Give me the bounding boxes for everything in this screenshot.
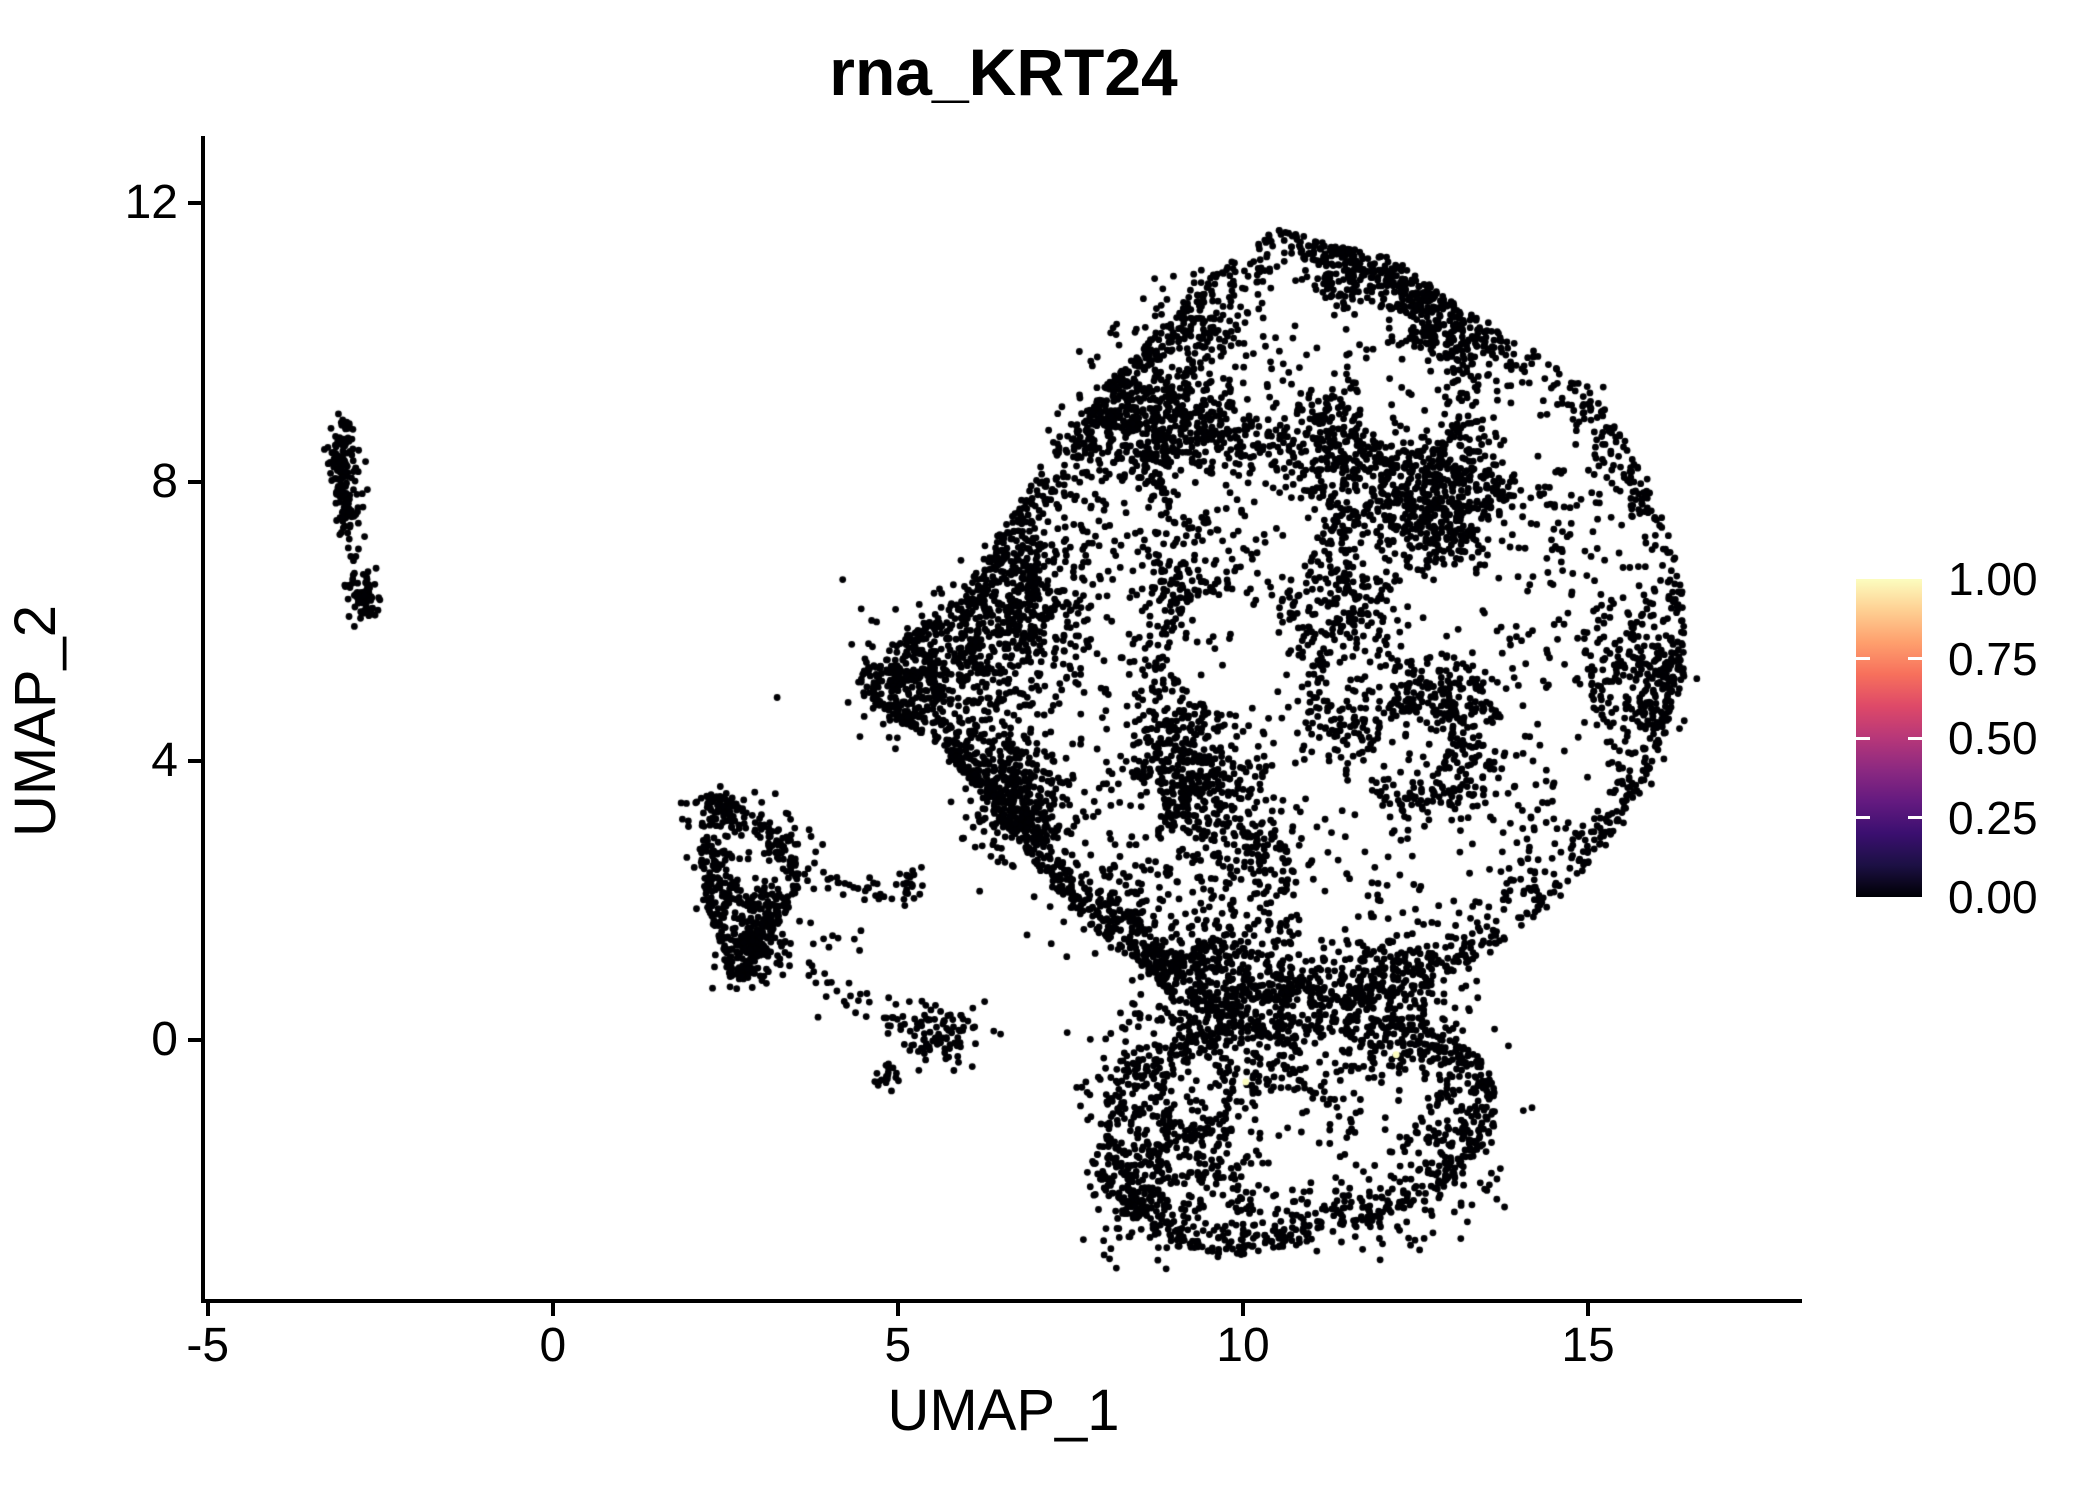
- x-tick-label: 10: [1216, 1319, 1270, 1372]
- x-tick-label: 5: [884, 1319, 912, 1372]
- x-tick-mark: [1240, 1303, 1245, 1316]
- y-axis-title: UMAP_2: [3, 604, 68, 838]
- x-tick-mark: [205, 1303, 210, 1316]
- plot-title: rna_KRT24: [829, 35, 1178, 109]
- y-tick-label: 8: [151, 454, 178, 508]
- x-tick-mark: [895, 1303, 900, 1316]
- colorbar-label: 0.50: [1948, 712, 2038, 764]
- colorbar-tick-mark: [1908, 657, 1922, 660]
- y-tick-mark: [188, 1038, 201, 1043]
- colorbar-label: 0.00: [1948, 871, 2038, 923]
- y-tick-mark: [188, 759, 201, 763]
- x-tick-mark: [1586, 1303, 1591, 1316]
- x-tick-label: -5: [186, 1319, 230, 1372]
- x-axis-line: [201, 1299, 1802, 1303]
- x-tick-label: 0: [539, 1319, 567, 1372]
- colorbar-label: 0.75: [1948, 632, 2038, 685]
- colorbar-tick-mark: [1908, 736, 1922, 740]
- umap-scatter-canvas: [205, 138, 1802, 1301]
- x-tick-mark: [550, 1303, 555, 1316]
- y-tick-label: 12: [124, 175, 178, 229]
- y-axis-line: [201, 136, 205, 1303]
- colorbar-label: 1.00: [1948, 553, 2038, 605]
- colorbar-tick-mark: [1856, 736, 1870, 740]
- y-tick-label: 0: [151, 1013, 178, 1067]
- x-axis-title: UMAP_1: [887, 1378, 1120, 1443]
- y-tick-mark: [188, 200, 201, 205]
- y-tick-label: 4: [151, 734, 178, 787]
- x-tick-label: 15: [1561, 1319, 1615, 1372]
- colorbar-label: 0.25: [1948, 791, 2038, 844]
- colorbar-tick-mark: [1856, 657, 1870, 660]
- y-tick-mark: [188, 479, 201, 484]
- colorbar-tick-mark: [1908, 816, 1922, 819]
- colorbar-tick-mark: [1856, 816, 1870, 819]
